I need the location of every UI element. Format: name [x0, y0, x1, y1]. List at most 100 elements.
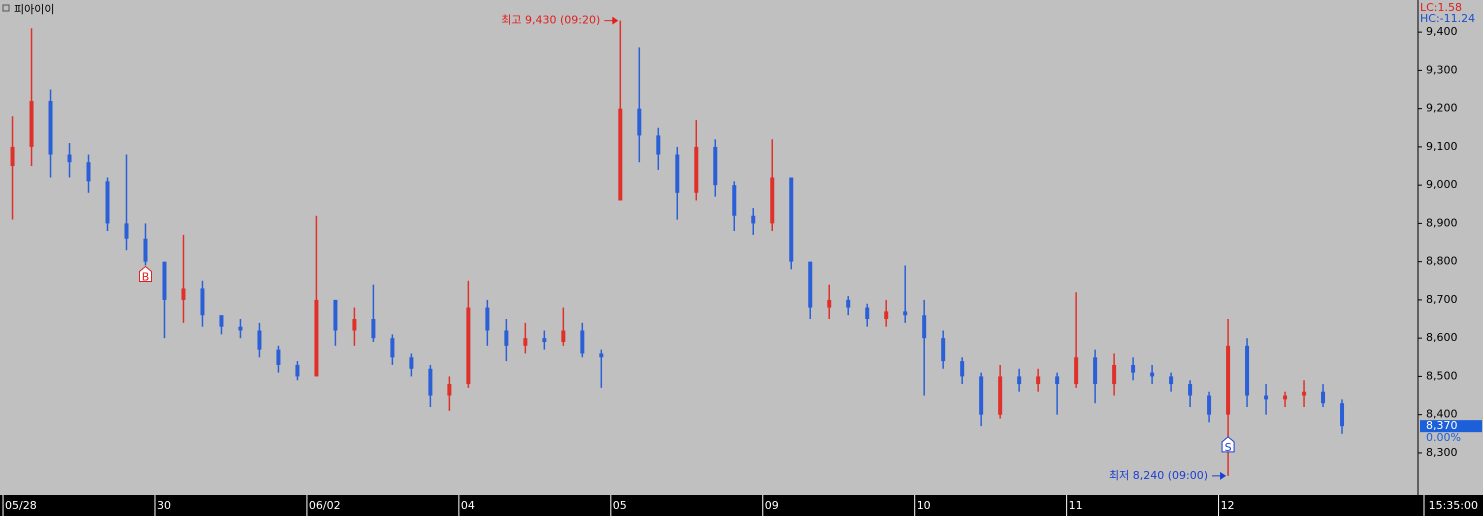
bar-body — [67, 154, 72, 163]
bar-body — [1207, 395, 1212, 415]
bar-body — [751, 215, 756, 224]
bar-body — [656, 135, 661, 155]
signal-label: S — [1225, 441, 1232, 454]
x-tick-label: 05 — [613, 499, 627, 512]
y-tick-label: 8,400 — [1426, 408, 1458, 421]
bar-body — [865, 307, 870, 320]
y-tick-label: 8,700 — [1426, 293, 1458, 306]
bar-body — [314, 299, 319, 377]
bar-body — [770, 177, 775, 224]
bar-body — [1188, 384, 1193, 396]
y-tick-label: 8,500 — [1426, 369, 1458, 382]
bar-body — [941, 338, 946, 362]
bar-body — [352, 319, 357, 331]
bar-body — [1017, 376, 1022, 385]
bar-body — [29, 100, 34, 147]
bar-body — [86, 162, 91, 182]
bar-body — [238, 326, 243, 331]
bar-body — [542, 338, 547, 342]
bar-body — [143, 238, 148, 262]
y-tick-label: 9,400 — [1426, 25, 1458, 38]
annotation-arrowhead — [612, 16, 619, 25]
x-tick-label: 06/02 — [309, 499, 341, 512]
bar-body — [1283, 395, 1288, 400]
bar-body — [181, 288, 186, 300]
bar-body — [1340, 403, 1345, 427]
y-tick-label: 8,900 — [1426, 216, 1458, 229]
bar-body — [808, 261, 813, 308]
x-tick-label: 09 — [765, 499, 779, 512]
bar-body — [1055, 376, 1060, 385]
change-label: 0.00% — [1426, 431, 1461, 444]
y-tick-label: 9,000 — [1426, 178, 1458, 191]
bar-body — [466, 307, 471, 385]
annotation-arrowhead — [1220, 471, 1227, 480]
bar-body — [1112, 364, 1117, 385]
legend-text: HC:-11.24 — [1420, 12, 1475, 25]
bar-body — [618, 108, 623, 201]
signal-marker — [1221, 436, 1235, 453]
bar-body — [162, 261, 167, 300]
bar-body — [694, 146, 699, 193]
x-tick-label: 04 — [461, 499, 475, 512]
time-label: 15:35:00 — [1429, 499, 1478, 512]
bar-body — [333, 299, 338, 331]
bar-body — [1264, 395, 1269, 400]
y-tick-label: 9,100 — [1426, 140, 1458, 153]
y-tick-label: 8,800 — [1426, 255, 1458, 268]
bar-body — [1131, 364, 1136, 373]
y-tick-label: 9,200 — [1426, 102, 1458, 115]
annotation: 최고 9,430 (09:20) — [501, 14, 600, 27]
bar-body — [960, 361, 965, 377]
bar-body — [257, 330, 262, 350]
bar-body — [10, 146, 15, 167]
bar-body — [713, 146, 718, 186]
bar-body — [922, 315, 927, 339]
bar-body — [390, 338, 395, 358]
bar-body — [504, 330, 509, 346]
bar-body — [1150, 372, 1155, 377]
bar-body — [1302, 391, 1307, 396]
bar-body — [1093, 357, 1098, 385]
x-axis-band — [0, 495, 1483, 516]
signal-marker — [138, 265, 152, 282]
bar-body — [846, 299, 851, 308]
x-tick-label: 10 — [917, 499, 931, 512]
bar-body — [523, 338, 528, 346]
bar-body — [105, 181, 110, 224]
title-icon — [2, 4, 10, 12]
bar-body — [732, 185, 737, 216]
bar-body — [219, 315, 224, 327]
bar-body — [637, 108, 642, 136]
x-tick-label: 12 — [1221, 499, 1235, 512]
y-tick-label: 9,300 — [1426, 63, 1458, 76]
bar-body — [789, 177, 794, 262]
bar-body — [884, 311, 889, 320]
bar-body — [428, 368, 433, 396]
bar-body — [409, 357, 414, 369]
bar-body — [1074, 357, 1079, 385]
y-tick-label: 8,300 — [1426, 446, 1458, 459]
x-tick-label: 30 — [157, 499, 171, 512]
bar-body — [200, 288, 205, 316]
bar-body — [1169, 376, 1174, 385]
bar-body — [1245, 345, 1250, 396]
bar-body — [561, 330, 566, 342]
bar-body — [979, 376, 984, 415]
signal-label: B — [142, 270, 150, 283]
bar-body — [1036, 376, 1041, 385]
bar-body — [903, 311, 908, 316]
bar-body — [485, 307, 490, 331]
x-tick-label: 05/28 — [5, 499, 37, 512]
bar-body — [295, 364, 300, 377]
bar-body — [827, 299, 832, 308]
legend-text: LC:1.58 — [1420, 1, 1462, 14]
bar-body — [1321, 391, 1326, 404]
last-price-box — [1420, 420, 1482, 433]
bar-body — [580, 330, 585, 354]
bar-body — [447, 384, 452, 396]
last-price-label: 8,370 — [1426, 419, 1458, 432]
bar-body — [998, 376, 1003, 415]
